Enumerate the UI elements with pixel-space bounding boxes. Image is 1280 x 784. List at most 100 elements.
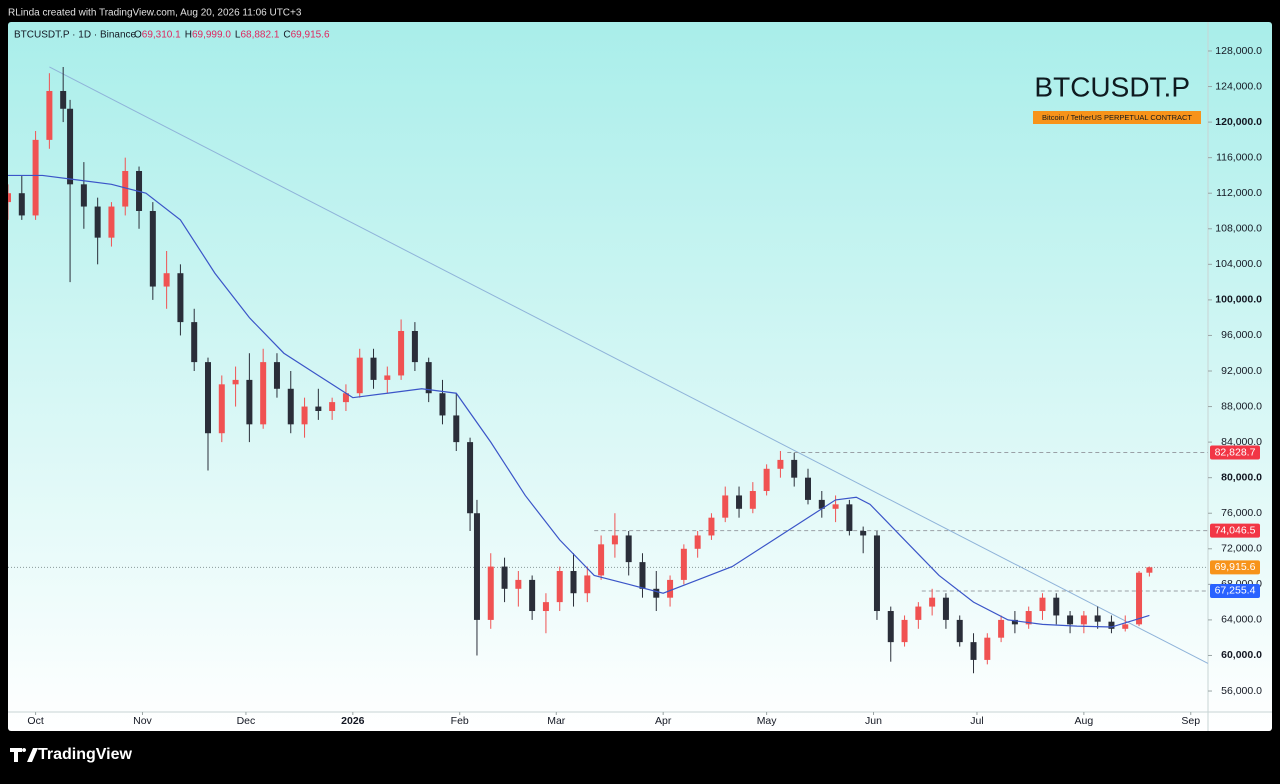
candle-body [998,619,1005,638]
candle-body [860,531,867,536]
y-tick-label: 96,000.0 [1221,329,1262,341]
candle-body [1146,567,1153,573]
candle-body [805,477,811,500]
candle-body [929,597,936,607]
candle-body [777,459,784,469]
candle-body [487,566,494,620]
price-label-box [1210,560,1260,575]
candle-body [370,357,377,380]
y-tick-label: 120,000.0 [1215,116,1262,128]
candle-body [218,384,225,434]
y-tick-label: 124,000.0 [1215,80,1262,92]
candle-body [246,379,253,425]
candle-body [46,90,53,140]
candle-body [1053,597,1060,616]
candle-body [625,535,632,563]
candle-body [818,499,825,509]
candle-body [611,535,618,545]
candle-body [970,642,977,660]
candle-body [205,362,211,434]
candle-body [942,597,949,620]
watermark-symbol: BTCUSDT.P [1034,71,1190,102]
brand: TradingView [38,746,133,763]
y-tick-label: 104,000.0 [1215,258,1262,270]
candle-body [832,504,839,509]
price-label: 74,046.5 [1215,524,1256,536]
price-label: 67,255.4 [1215,585,1256,597]
candle-body [315,406,322,412]
candle-body [18,193,25,216]
candle-body [32,139,39,216]
x-tick-label: Mar [547,715,566,727]
candle-body [501,566,508,589]
y-tick-label: 128,000.0 [1215,45,1262,57]
candle-body [287,388,294,425]
x-tick-label: Jun [865,715,882,727]
legend-key: L [235,30,241,41]
y-tick-label: 100,000.0 [1215,294,1262,306]
x-tick-label: 2026 [341,715,365,727]
candle-body [791,459,798,478]
candle-body [598,544,605,576]
candle-body [473,513,480,620]
candle-body [191,322,198,363]
candle-body [425,362,432,394]
candle-body [556,571,563,603]
logo: TradingView [10,746,133,763]
candle-body [846,504,853,532]
candle-body [901,619,908,643]
candle-body [177,273,184,323]
y-tick-label: 116,000.0 [1216,151,1262,163]
y-tick-label: 80,000.0 [1221,471,1262,483]
candle-body [1136,572,1143,625]
candle-body [439,393,446,416]
candle-body [887,611,894,643]
candle-body [411,330,418,363]
price-label-box [1210,583,1260,598]
legend-key: O [134,30,142,41]
candle-body [542,602,549,612]
candle-body [984,637,991,660]
candle-body [584,575,591,594]
candle-body [653,588,660,598]
x-tick-label: Jul [970,715,983,727]
candle-body [8,193,11,203]
badge-text: Bitcoin / TetherUS PERPETUAL CONTRACT [1042,113,1192,122]
credit: RLinda created with TradingView.com, Aug… [8,8,302,19]
x-tick-label: Feb [451,715,469,727]
candle-body [529,579,536,612]
legend-ohlc: O 69,310.1 H 69,999.0 L 68,882.1 C 69,915.6 [134,30,330,41]
candle-body [122,170,129,207]
candle-body [301,406,308,425]
x-tick-label: Sep [1181,715,1200,727]
candle-body [342,393,349,403]
x-tick-label: Nov [133,715,152,727]
candle-body [570,571,577,594]
x-tick-label: Apr [655,715,672,727]
legend-key: H [185,30,192,41]
candle-body [736,495,743,509]
legend-title: BTCUSDT.P · 1D · Binance [14,30,137,41]
candle-body [80,184,87,207]
logo-mark [10,748,38,762]
y-tick-label: 92,000.0 [1221,365,1262,377]
candle-body [873,535,880,612]
candle-body [667,579,674,598]
price-label-box [1210,523,1260,538]
x-tick-label: Oct [27,715,43,727]
candle-body [108,206,115,238]
candle-body [763,468,770,492]
candle-body [232,379,239,385]
candle-body [260,362,267,425]
price-label-box [1210,445,1260,460]
candle-body [1080,615,1087,625]
candle-body [915,606,922,620]
candle-body [1094,615,1101,622]
legend-value: 69,310.1 [142,30,181,41]
legend-value: 68,882.1 [240,30,279,41]
candle-body [1108,621,1115,629]
candle-body [467,442,474,514]
y-tick-label: 56,000.0 [1221,685,1262,697]
